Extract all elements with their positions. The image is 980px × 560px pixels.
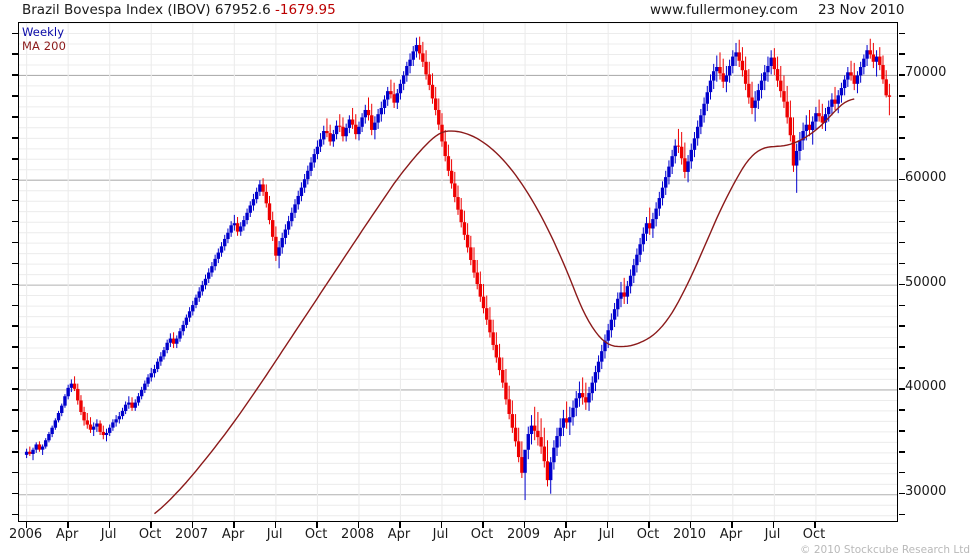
x-axis-tick-label: Apr	[387, 527, 411, 542]
x-axis-tick-label: 2009	[506, 527, 541, 542]
x-axis-tick-label: Apr	[553, 527, 577, 542]
as-of-date: 23 Nov 2010	[818, 2, 905, 18]
x-axis-tick-label: 2010	[672, 527, 707, 542]
y-axis-tick-label: 40000	[905, 379, 947, 395]
x-axis-tick-label: Oct	[636, 527, 660, 542]
instrument-title: Brazil Bovespa Index (IBOV) 67952.6	[22, 2, 275, 18]
x-axis-tick-label: Jul	[432, 527, 449, 542]
page-title: Brazil Bovespa Index (IBOV) 67952.6 -167…	[22, 2, 336, 18]
y-axis-tick-label: 70000	[905, 65, 947, 81]
x-axis-tick-label: Oct	[802, 527, 826, 542]
legend-series-weekly: Weekly	[22, 25, 65, 39]
x-axis-tick-label: Apr	[221, 527, 245, 542]
y-axis-tick-label: 50000	[905, 274, 947, 290]
x-axis-tick-label: 2008	[341, 527, 375, 542]
x-axis-tick-label: Jul	[598, 527, 615, 542]
chart-plot-area[interactable]	[18, 22, 898, 522]
y-axis-tick-label: 30000	[905, 483, 947, 499]
chart-gridlines	[19, 23, 897, 521]
x-axis-tick-label: Jul	[764, 527, 781, 542]
x-axis-tick-label: Apr	[55, 527, 79, 542]
x-axis-tick-label: 2007	[175, 527, 209, 542]
x-axis-tick-label: Jul	[100, 527, 117, 542]
copyright-notice: © 2010 Stockcube Research Ltd	[800, 544, 970, 556]
x-axis-tick-label: 2006	[9, 527, 43, 542]
legend-overlay-ma200: MA 200	[22, 39, 66, 53]
source-website: www.fullermoney.com	[650, 2, 799, 18]
x-axis-tick-label: Oct	[304, 527, 328, 542]
x-axis-tick-label: Apr	[719, 527, 743, 542]
x-axis-tick-label: Oct	[470, 527, 494, 542]
candlestick-series	[24, 36, 892, 515]
price-change: -1679.95	[274, 2, 336, 18]
y-axis-tick-label: 60000	[905, 169, 947, 185]
x-axis-tick-label: Jul	[266, 527, 283, 542]
x-axis-tick-label: Oct	[138, 527, 162, 542]
